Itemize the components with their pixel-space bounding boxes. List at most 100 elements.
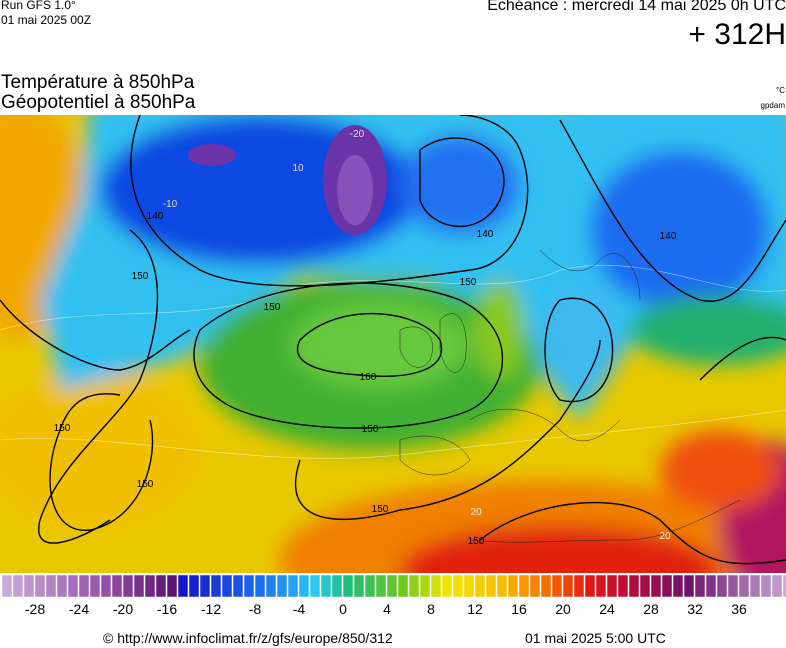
- colorbar-swatch: [364, 574, 376, 598]
- colorbar-swatch: [166, 574, 178, 598]
- colorbar-swatch: [661, 574, 673, 598]
- colorbar: -28 -24 -20 -16 -12 -8 -4 0 4 8 12 16 20 24 28 32 36: [1, 574, 786, 617]
- colorbar-swatch: [133, 574, 145, 598]
- colorbar-tick: 8: [427, 601, 435, 617]
- colorbar-swatch: [738, 574, 750, 598]
- geopotential-contours: [0, 115, 786, 565]
- colorbar-tick: -20: [113, 601, 133, 617]
- colorbar-swatch: [155, 574, 167, 598]
- contour-label: 140: [477, 229, 494, 240]
- cold-core: [337, 155, 373, 225]
- colorbar-tick: 20: [555, 601, 571, 617]
- colorbar-swatch: [353, 574, 365, 598]
- colorbar-swatch: [716, 574, 728, 598]
- colorbar-swatch: [606, 574, 618, 598]
- temperature-field: -20 10 -10 140 150 140 140 150 150 160 1…: [0, 115, 786, 573]
- contour-label: 20: [659, 531, 671, 542]
- colorbar-swatch: [782, 574, 786, 598]
- cold-core: [188, 144, 236, 166]
- contour-label: -20: [350, 129, 365, 140]
- colorbar-swatch: [34, 574, 46, 598]
- colorbar-swatch: [408, 574, 420, 598]
- colorbar-swatch: [111, 574, 123, 598]
- colorbar-swatch: [551, 574, 563, 598]
- colorbar-swatch: [760, 574, 772, 598]
- contour-label: -10: [163, 199, 178, 210]
- colorbar-swatch: [463, 574, 475, 598]
- run-date: 01 mai 2025 00Z: [1, 13, 92, 27]
- contour-label: 140: [147, 211, 164, 222]
- colorbar-swatch: [67, 574, 79, 598]
- colorbar-swatch: [705, 574, 717, 598]
- timestamp: 01 mai 2025 5:00 UTC: [525, 630, 666, 646]
- colorbar-swatch: [540, 574, 552, 598]
- source: © http://www.infoclimat.fr/z/gfs/europe/…: [103, 630, 393, 646]
- colorbar-swatch: [562, 574, 574, 598]
- colorbar-swatch: [89, 574, 101, 598]
- colorbar-swatch: [265, 574, 277, 598]
- colorbar-swatch: [529, 574, 541, 598]
- colorbar-swatch: [441, 574, 453, 598]
- unit-geo: gpdam: [760, 101, 785, 110]
- colorbar-swatch: [1, 574, 13, 598]
- colorbar-swatch: [320, 574, 332, 598]
- unit-temp: °C: [776, 86, 785, 95]
- colorbar-tick: -24: [69, 601, 89, 617]
- colorbar-swatch: [518, 574, 530, 598]
- colorbar-swatch: [386, 574, 398, 598]
- colorbar-tick: 24: [599, 601, 615, 617]
- colorbar-swatch: [298, 574, 310, 598]
- colorbar-tick: 0: [339, 601, 347, 617]
- colorbar-swatch: [12, 574, 24, 598]
- colorbar-swatch: [78, 574, 90, 598]
- lead-time: + 312H: [688, 18, 786, 51]
- contour-label: 150: [54, 423, 71, 434]
- colorbar-swatch: [342, 574, 354, 598]
- colorbar-tick: -12: [201, 601, 221, 617]
- colorbar-tick: -28: [25, 601, 45, 617]
- colorbar-swatch: [727, 574, 739, 598]
- run: Run GFS 1.0°: [1, 0, 76, 12]
- colorbar-tick: 16: [511, 601, 527, 617]
- colorbar-swatch: [232, 574, 244, 598]
- colorbar-swatch: [199, 574, 211, 598]
- colorbar-swatch: [56, 574, 68, 598]
- colorbar-swatch: [595, 574, 607, 598]
- colorbar-swatch: [397, 574, 409, 598]
- colorbar-tick: 12: [467, 601, 483, 617]
- colorbar-swatch: [144, 574, 156, 598]
- contour-label: 150: [132, 271, 149, 282]
- colorbar-tick: 28: [643, 601, 659, 617]
- colorbar-swatch: [419, 574, 431, 598]
- colorbar-swatch: [430, 574, 442, 598]
- colorbar-swatch: [617, 574, 629, 598]
- title-temp: Température à 850hPa: [1, 72, 195, 93]
- contour-label: 10: [292, 163, 304, 174]
- contour-label: 150: [372, 504, 389, 515]
- colorbar-swatch: [485, 574, 497, 598]
- colorbar-swatch: [188, 574, 200, 598]
- colorbar-swatch: [221, 574, 233, 598]
- contour-label: 160: [360, 372, 377, 383]
- colorbar-swatch: [452, 574, 464, 598]
- contour-label: 140: [660, 231, 677, 242]
- contour-labels: -20 10 -10 140 150 140 140 150 150 160 1…: [54, 129, 677, 547]
- echeance: Echéance : mercredi 14 mai 2025 0h UTC: [487, 0, 786, 14]
- contour-label: 150: [468, 536, 485, 547]
- colorbar-tick: 32: [687, 601, 703, 617]
- colorbar-swatch: [210, 574, 222, 598]
- colorbar-swatch: [584, 574, 596, 598]
- colorbar-swatch: [375, 574, 387, 598]
- colorbar-swatch: [771, 574, 783, 598]
- colorbar-swatch: [672, 574, 684, 598]
- colorbar-tick: -16: [157, 601, 177, 617]
- colorbar-swatch: [287, 574, 299, 598]
- colorbar-swatch: [628, 574, 640, 598]
- contour-label: 150: [460, 277, 477, 288]
- colorbar-tick: -8: [249, 601, 262, 617]
- colorbar-tick: -4: [293, 601, 306, 617]
- colorbar-swatch: [45, 574, 57, 598]
- contour-label: 150: [362, 424, 379, 435]
